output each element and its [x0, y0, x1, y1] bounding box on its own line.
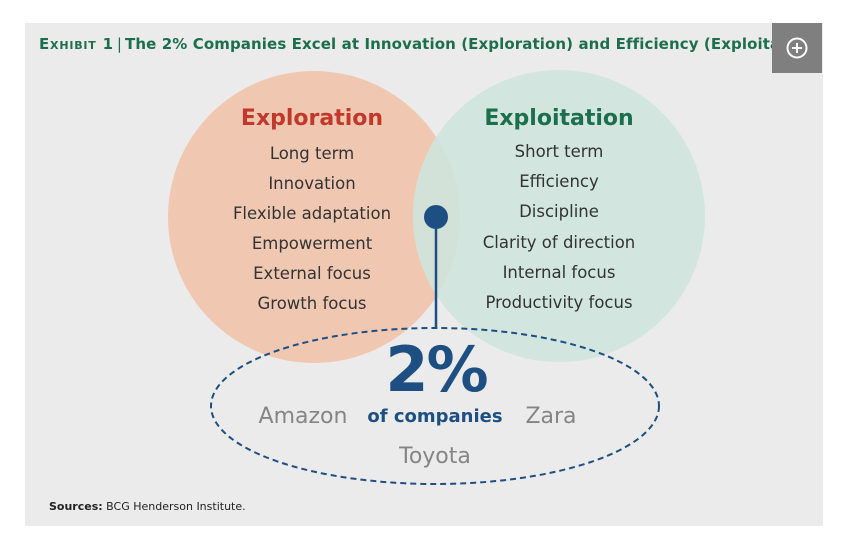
exploration-item: Growth focus — [257, 294, 367, 313]
two-percent-ellipse — [210, 327, 660, 485]
exploration-item: Long term — [269, 144, 355, 163]
exploitation-item: Efficiency — [519, 172, 599, 191]
connector-dot — [424, 205, 448, 229]
exploration-heading: Exploration — [240, 106, 384, 131]
plus-circle-icon — [786, 37, 808, 59]
venn-diagram — [168, 70, 705, 485]
exploitation-item: Internal focus — [502, 263, 616, 282]
exploitation-heading: Exploitation — [484, 106, 634, 131]
exploration-item: External focus — [253, 264, 371, 283]
exploration-item: Empowerment — [251, 234, 373, 253]
exploitation-item: Productivity focus — [485, 293, 633, 312]
source-text: BCG Henderson Institute. — [106, 500, 246, 513]
exploitation-item: Discipline — [519, 202, 599, 221]
exploitation-item: Short term — [514, 142, 604, 161]
exhibit-title: Exhibit 1 | The 2% Companies Excel at Inno… — [39, 35, 821, 53]
of-companies-label: of companies — [367, 406, 503, 427]
company-name: Zara — [525, 404, 577, 429]
exhibit-label: Exhibit 1 — [39, 35, 114, 53]
title-separator: | — [116, 35, 123, 53]
exploration-item: Innovation — [268, 174, 356, 193]
expand-button[interactable] — [772, 23, 822, 73]
source-label: Sources: — [49, 500, 103, 513]
exploration-circle — [168, 71, 460, 363]
company-name: Toyota — [399, 444, 471, 469]
exploration-item: Flexible adaptation — [232, 204, 392, 223]
company-name: Amazon — [258, 404, 348, 429]
two-percent-value: 2% — [385, 333, 488, 406]
exhibit-title-text: The 2% Companies Excel at Innovation (Ex… — [125, 35, 821, 53]
source-note: Sources: BCG Henderson Institute. — [49, 500, 246, 513]
exploitation-circle — [413, 70, 705, 362]
exploitation-item: Clarity of direction — [482, 233, 636, 252]
